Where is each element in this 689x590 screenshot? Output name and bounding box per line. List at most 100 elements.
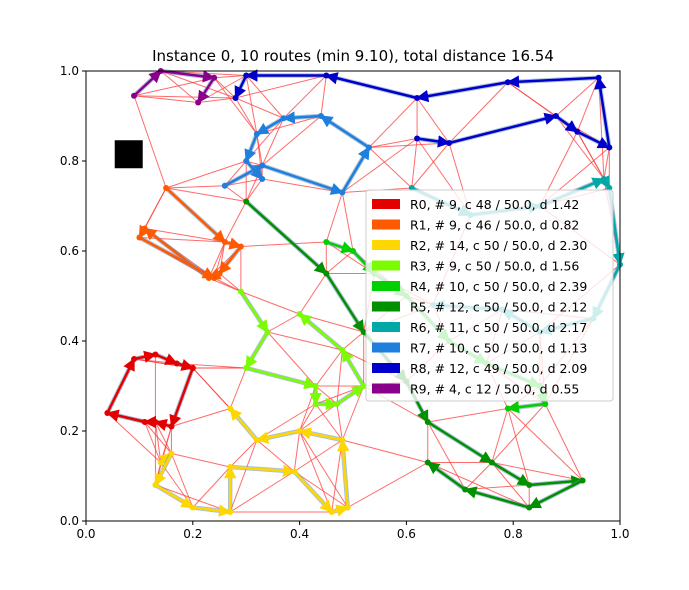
route-leg-R7 <box>255 117 285 136</box>
legend-swatch <box>372 383 400 394</box>
route-leg-R2 <box>154 452 173 487</box>
y-tick-label: 0.2 <box>60 424 79 438</box>
customer-point <box>211 74 218 81</box>
route-leg-R7 <box>245 160 264 180</box>
route-leg-R5 <box>426 461 466 491</box>
customer-point <box>243 158 250 164</box>
customer-point <box>264 329 271 335</box>
candidate-edge <box>224 201 247 243</box>
legend-label: R7, # 10, c 50 / 50.0, d 1.13 <box>410 341 587 356</box>
candidate-edge <box>427 408 508 423</box>
candidate-edge <box>427 462 530 508</box>
customer-point <box>360 383 367 389</box>
customer-point <box>243 365 250 371</box>
candidate-edge <box>283 75 327 119</box>
candidate-edge <box>134 95 199 103</box>
candidate-edge <box>555 77 599 117</box>
legend-swatch <box>372 301 400 312</box>
customer-point <box>526 504 533 511</box>
legend-label: R1, # 9, c 46 / 50.0, d 0.82 <box>410 218 579 233</box>
route-leg-R7 <box>341 146 371 194</box>
candidate-edge <box>235 97 284 119</box>
customer-point <box>280 115 287 122</box>
route-leg-R8 <box>506 75 599 88</box>
candidate-edge <box>133 77 215 97</box>
customer-point <box>189 365 196 371</box>
candidate-edge <box>299 430 349 508</box>
candidate-edge <box>166 185 225 189</box>
customer-point <box>344 504 351 511</box>
route-leg-R5 <box>491 461 531 487</box>
customer-point <box>600 176 607 182</box>
candidate-edge <box>411 142 450 189</box>
customer-point <box>141 225 148 232</box>
route-leg-R3 <box>239 290 269 334</box>
candidate-edge <box>261 115 322 166</box>
candidate-edge <box>144 228 225 243</box>
route-leg-R2 <box>229 407 258 441</box>
route-leg-R2 <box>154 483 194 509</box>
route-leg-R7 <box>261 164 344 195</box>
route-leg-R1 <box>138 236 216 280</box>
candidate-edge <box>411 138 418 189</box>
candidate-edge <box>240 291 300 315</box>
route-leg-R3 <box>341 348 365 387</box>
customer-point <box>131 92 138 99</box>
route-leg-R7 <box>319 114 370 149</box>
route-leg-R5 <box>463 486 530 509</box>
customer-point <box>232 95 239 101</box>
route-leg-R5 <box>245 200 328 275</box>
candidate-edge <box>293 439 343 472</box>
route-leg-R2 <box>336 438 350 508</box>
x-tick-label: 0.6 <box>397 527 416 541</box>
route-leg-R9 <box>160 69 216 83</box>
candidate-edge <box>240 241 327 247</box>
candidate-edge <box>267 313 300 333</box>
y-tick-label: 1.0 <box>60 64 79 78</box>
candidate-edge <box>267 331 343 351</box>
customer-point <box>350 248 356 254</box>
customer-point <box>221 182 228 189</box>
candidate-edge <box>448 81 509 144</box>
route-leg-R0 <box>133 350 157 363</box>
customer-point <box>259 162 266 169</box>
customer-point <box>237 288 244 295</box>
legend-label: R9, # 4, c 12 / 50.0, d 0.55 <box>410 382 579 397</box>
customer-point <box>168 423 175 430</box>
candidate-edge <box>267 331 316 387</box>
customer-point <box>414 95 421 101</box>
candidate-edge <box>368 138 418 148</box>
legend-label: R0, # 9, c 48 / 50.0, d 1.42 <box>410 197 579 212</box>
route-leg-R8 <box>555 114 579 133</box>
x-tick-label: 1.0 <box>610 527 629 541</box>
route-leg-R2 <box>192 504 232 517</box>
customer-point <box>574 128 581 135</box>
customer-point <box>243 198 250 205</box>
candidate-edge <box>299 430 333 513</box>
route-leg-R0 <box>106 409 146 424</box>
x-tick-label: 0.4 <box>290 527 309 541</box>
customer-point <box>323 270 330 277</box>
legend-box <box>365 189 614 402</box>
legend-swatch <box>372 322 400 332</box>
candidate-edge <box>315 349 343 387</box>
candidate-edge <box>229 367 247 409</box>
customer-point <box>462 486 469 493</box>
customer-point <box>296 311 303 317</box>
route-leg-R3 <box>245 331 269 370</box>
customer-point <box>339 189 346 196</box>
customer-point <box>195 99 202 106</box>
candidate-edge <box>491 462 583 481</box>
candidate-edge <box>165 160 247 189</box>
route-leg-R8 <box>594 76 611 148</box>
x-tick-label: 0.2 <box>183 527 202 541</box>
legend-label: R2, # 14, c 50 / 50.0, d 2.30 <box>410 238 587 253</box>
x-axis-ticks: 0.0 0.2 0.4 0.6 0.8 1.0 <box>76 521 630 541</box>
customer-point <box>328 509 335 515</box>
candidate-edge <box>341 192 354 252</box>
candidate-edge <box>347 462 429 508</box>
customer-point <box>152 482 159 488</box>
route-leg-R1 <box>218 245 242 275</box>
candidate-edge <box>261 118 285 166</box>
